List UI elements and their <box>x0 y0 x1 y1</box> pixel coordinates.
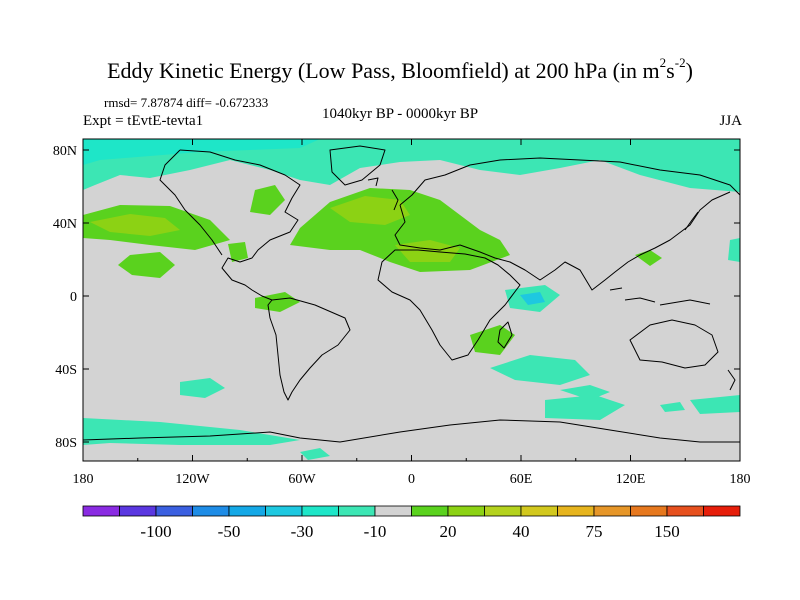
lat-tick-label: 80N <box>53 144 77 159</box>
lon-tick-label: 180 <box>73 472 94 487</box>
colorbar-swatch <box>666 505 704 517</box>
colorbar-swatch <box>228 505 266 517</box>
colorbar-swatch <box>520 505 558 517</box>
colorbar-swatch <box>557 505 595 517</box>
colorbar-swatch <box>155 505 193 517</box>
east-pacific-green <box>255 292 300 312</box>
experiment-label: Expt = tEvtE-tevta1 <box>83 113 204 129</box>
south-pacific-teal <box>180 378 225 398</box>
lon-tick-label: 180 <box>730 472 751 487</box>
colorbar-swatch <box>192 505 230 517</box>
lon-tick-label: 120W <box>175 472 210 487</box>
lat-tick-label: 40N <box>53 217 77 232</box>
colorbar-label: 40 <box>513 522 530 541</box>
colorbar-label: -30 <box>291 522 314 541</box>
colorbar-swatch <box>630 505 668 517</box>
season-label: JJA <box>719 113 742 129</box>
eke-anomaly-contours <box>83 139 740 460</box>
chart-title: Eddy Kinetic Energy (Low Pass, Bloomfiel… <box>107 54 693 83</box>
lat-tick-label: 0 <box>70 290 77 305</box>
pacific-green-patch <box>118 252 175 278</box>
colorbar-swatch <box>411 505 449 517</box>
colorbar-swatch <box>593 505 631 517</box>
colorbar-label: -50 <box>218 522 241 541</box>
arctic-teal-region <box>83 139 740 192</box>
colorbar-label: 20 <box>440 522 457 541</box>
labrador-green <box>250 185 285 215</box>
southern-ocean-teal <box>545 395 625 420</box>
lon-tick-label: 0 <box>408 472 415 487</box>
north-atlantic-green-core <box>330 196 410 225</box>
colorbar-swatch <box>301 505 339 517</box>
colorbar-label: -10 <box>364 522 387 541</box>
colorbar: -100 -50 -30 -10 20 40 75 150 <box>82 505 741 541</box>
latitude-axis: 80N 40N 0 40S 80S <box>53 144 740 451</box>
colorbar-swatch <box>484 505 522 517</box>
west-pacific-teal <box>728 238 740 262</box>
lon-tick-label: 60W <box>288 472 316 487</box>
colorbar-label: 150 <box>654 522 680 541</box>
colorbar-swatch <box>374 505 412 517</box>
arctic-teal-core <box>83 139 320 165</box>
north-pacific-green-core <box>90 214 180 236</box>
lon-tick-label: 60E <box>510 472 533 487</box>
indian-ocean-teal-core <box>520 292 545 305</box>
colorbar-swatch <box>703 505 741 517</box>
south-indian-teal <box>490 355 590 385</box>
colorbar-label: -100 <box>140 522 171 541</box>
colorbar-swatch <box>447 505 485 517</box>
stats-line: rmsd= 7.87874 diff= -0.672333 <box>104 95 269 110</box>
coastlines <box>83 145 740 443</box>
colorbar-swatch <box>265 505 303 517</box>
lat-tick-label: 40S <box>55 363 77 378</box>
longitude-axis: 180 120W 60W 0 60E 120E 180 <box>73 139 751 487</box>
map-background <box>83 139 740 461</box>
antarctic-teal-small <box>300 448 330 460</box>
colorbar-swatch <box>338 505 376 517</box>
southern-ocean-teal-small <box>660 402 685 412</box>
colorbar-label: 75 <box>586 522 603 541</box>
southern-ocean-teal-east <box>690 395 740 414</box>
lon-tick-label: 120E <box>616 472 646 487</box>
period-label: 1040kyr BP - 0000kyr BP <box>322 106 479 122</box>
colorbar-swatch <box>119 505 157 517</box>
lat-tick-label: 80S <box>55 436 77 451</box>
colorbar-swatch <box>82 505 120 517</box>
gulf-green <box>228 242 248 262</box>
